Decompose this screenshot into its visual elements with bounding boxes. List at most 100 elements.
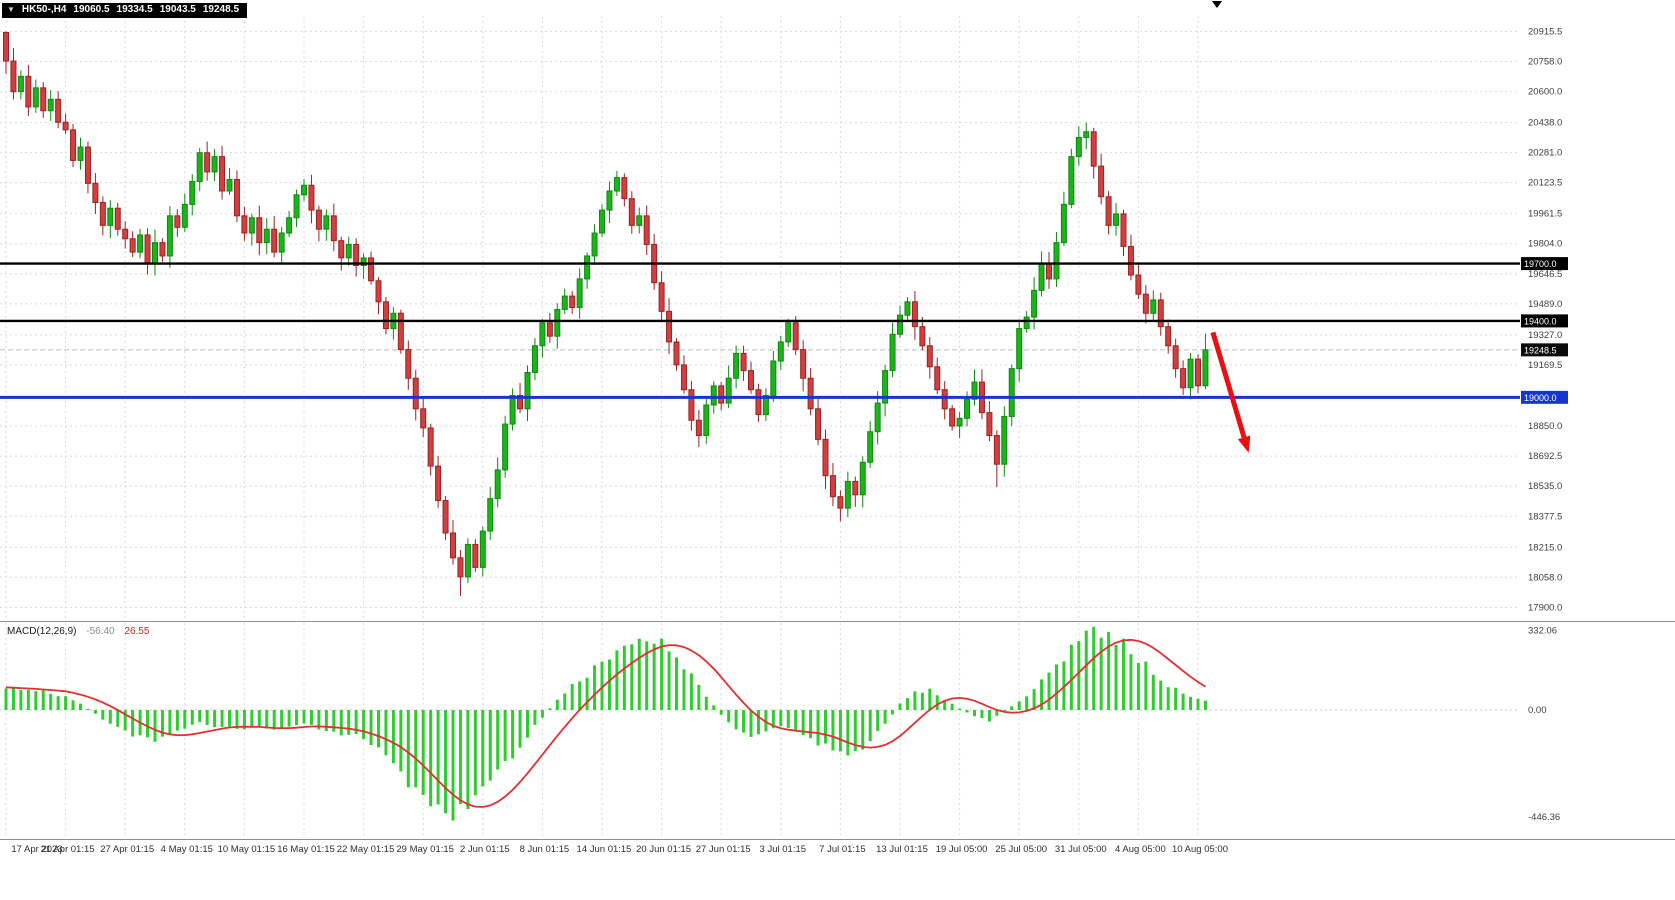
candle-body [524, 371, 531, 410]
candle-body [800, 349, 807, 379]
time-axis-label: 14 Jun 01:15 [576, 844, 632, 855]
candle-body [472, 543, 479, 568]
candle-body [263, 228, 270, 244]
price-axis-label: 18850.0 [1528, 421, 1562, 432]
candle-body [405, 349, 412, 379]
candle-body [241, 215, 248, 234]
candle-body [353, 243, 360, 267]
grid-layer [0, 16, 1520, 618]
candle-body [323, 215, 330, 230]
price-axis-label: 20758.0 [1528, 56, 1562, 67]
time-axis-label: 31 Jul 05:00 [1054, 844, 1107, 855]
macd-indicator-canvas[interactable]: 332.06 0.00 -446.36 [0, 621, 1675, 839]
candle-body [1001, 415, 1008, 465]
candle-body [643, 215, 650, 245]
candle-body [1046, 263, 1052, 280]
candle-body [397, 312, 404, 351]
candle-body [174, 215, 181, 228]
candle-body [636, 215, 643, 226]
candle-body [122, 228, 129, 240]
time-axis-label: 10 Aug 05:00 [1172, 844, 1228, 855]
price-chart-canvas[interactable]: 20915.5 20758.0 20600.0 20438.0 20281.0 20123… [0, 0, 1675, 621]
candle-body [807, 377, 814, 410]
candle-body [1068, 156, 1075, 205]
macd-name: MACD(12,26,9) [7, 626, 77, 637]
time-axis-label: 21 Apr 01:15 [40, 844, 95, 855]
candle-body [934, 366, 941, 391]
candle-body [420, 408, 427, 429]
candle-body [1135, 274, 1142, 295]
time-axis-label: 8 Jun 01:15 [519, 844, 570, 855]
macd-histogram [4, 626, 1207, 821]
candle-body [1075, 136, 1082, 158]
candle-body [703, 404, 710, 437]
price-axis-label: 20123.5 [1528, 178, 1562, 189]
candle-body [32, 87, 39, 108]
candle-body [1180, 368, 1187, 389]
candle-body [427, 427, 434, 467]
candle-body [248, 217, 255, 234]
candle-body [897, 314, 903, 335]
candle-body [956, 417, 963, 427]
price-axis[interactable]: 20915.5 20758.0 20600.0 20438.0 20281.0 20123… [1528, 26, 1562, 613]
candle-body [494, 469, 501, 500]
symbol-info-bar: ▼ HK50-,H4 19060.5 19334.5 19043.5 19248… [2, 3, 248, 18]
price-axis-label: 18692.5 [1528, 451, 1562, 462]
candle-body [47, 98, 54, 112]
candle-body [1165, 326, 1172, 347]
candle-body [10, 60, 17, 93]
macd-axis-label: 332.06 [1528, 626, 1557, 637]
time-axis-label: 20 Jun 01:15 [636, 844, 692, 855]
candle-body [599, 209, 605, 234]
candle-body [271, 228, 278, 253]
candle-body [330, 215, 337, 242]
candle-body [695, 419, 702, 437]
chart-shift-marker-icon[interactable] [1212, 1, 1222, 8]
price-axis-label: 20915.5 [1528, 26, 1562, 37]
candle-body [286, 217, 293, 234]
candle-body [464, 543, 471, 578]
candle-body [658, 282, 665, 312]
macd-indicator-label: MACD(12,26,9) -56.40 26.55 [7, 626, 149, 637]
candle-body [517, 394, 524, 410]
candle-body [904, 301, 911, 316]
candle-body [1023, 316, 1030, 330]
candle-body [606, 190, 613, 211]
candle-body [189, 180, 196, 205]
time-axis-label: 22 May 01:15 [336, 844, 395, 855]
time-axis-label: 29 May 01:15 [396, 844, 454, 855]
candles-layer[interactable] [3, 31, 1209, 597]
candle-body [308, 184, 315, 211]
candle-body [1187, 358, 1194, 389]
candle-body [867, 431, 874, 463]
candle-body [487, 498, 494, 532]
candle-body [99, 201, 106, 226]
symbol-period-label: HK50-,H4 [21, 4, 67, 15]
down-arrow-annotation[interactable] [1210, 331, 1251, 453]
time-axis-label: 10 May 01:15 [217, 844, 276, 855]
candle-body [338, 240, 345, 259]
candle-body [926, 345, 933, 368]
price-axis-label: 19489.0 [1528, 299, 1562, 310]
price-tag: 19000.0 [1521, 390, 1568, 404]
candle-body [852, 480, 859, 496]
candle-body [479, 530, 486, 568]
candle-body [792, 322, 799, 351]
candle-body [911, 301, 918, 328]
macd-grid-layer [0, 623, 1520, 837]
macd-axis-label: 0.00 [1528, 705, 1547, 716]
time-axis-label: 3 Jul 01:15 [759, 844, 807, 855]
price-axis-label: 18058.0 [1528, 572, 1562, 583]
time-axis[interactable]: 17 Apr 2023 21 Apr 01:15 27 Apr 01:15 4 May… [0, 839, 1675, 868]
time-axis-label: 25 Jul 05:00 [995, 844, 1048, 855]
candle-body [219, 156, 226, 192]
candle-body [733, 352, 740, 379]
candle-body [762, 394, 769, 416]
candle-body [1008, 368, 1015, 417]
candle-body [92, 182, 99, 203]
macd-signal-line [5, 638, 1206, 808]
symbol-dropdown-icon[interactable]: ▼ [7, 5, 15, 14]
ohlc-close: 19248.5 [202, 4, 240, 15]
svg-text:19400.0: 19400.0 [1524, 316, 1557, 326]
candle-body [531, 345, 538, 373]
